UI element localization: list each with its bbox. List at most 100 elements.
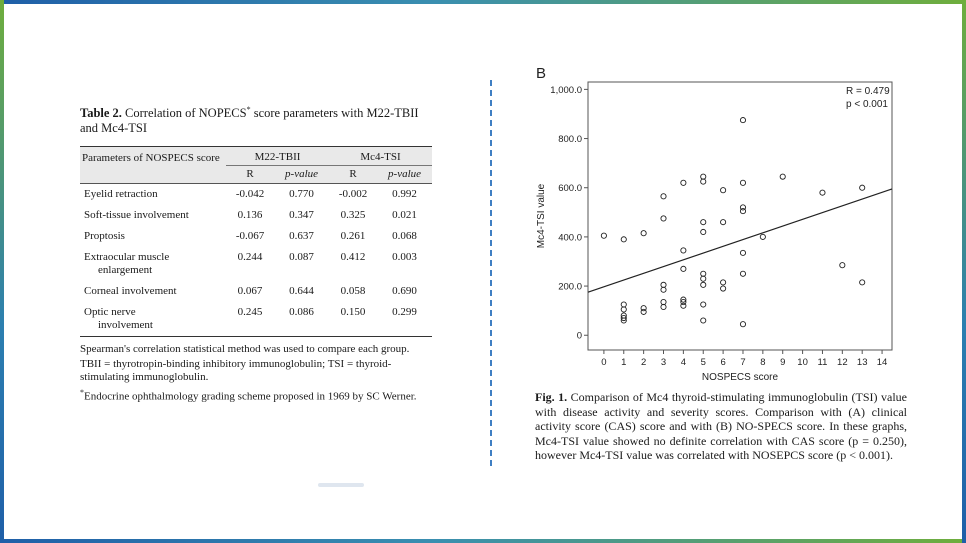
row-param: Proptosis [80, 226, 226, 247]
row-param: Optic nerve involvement [80, 302, 226, 337]
footnote-mark: * [80, 387, 84, 397]
frame-right-border [962, 0, 966, 543]
scatter-point [700, 178, 707, 185]
scatter-point [700, 228, 707, 236]
scatter-point [660, 286, 667, 293]
scatter-point [759, 233, 766, 240]
y-axis: 0 200.0 400.0 600.0 800.0 1,000.0 [550, 85, 588, 342]
table-row: Extraocular muscle enlargement 0.244 0.08… [80, 247, 432, 281]
table-row: Proptosis -0.067 0.637 0.261 0.068 [80, 226, 432, 247]
scatter-point [680, 247, 687, 254]
scatter-point [700, 270, 707, 277]
note-line: TBII = thyrotropin-binding inhibitory im… [80, 357, 392, 384]
cell-p: 0.087 [289, 251, 314, 264]
cell-r: -0.067 [235, 230, 265, 243]
x-tick-label: 13 [857, 357, 868, 368]
scatter-point [779, 173, 786, 180]
x-tick-label: 2 [641, 357, 646, 368]
scatter-point [660, 281, 667, 288]
scatter-point [720, 219, 727, 226]
scatter-point [700, 275, 707, 282]
y-tick-label: 200.0 [558, 282, 582, 293]
scatter-point [660, 215, 667, 222]
scatter-point [700, 317, 707, 324]
plot-frame [587, 81, 893, 351]
param-line-2: enlargement [98, 264, 153, 277]
scatter-point [739, 321, 747, 328]
scatter-point [640, 230, 647, 237]
param-line-2: involvement [98, 319, 153, 332]
row-param: Eyelid retraction [80, 184, 226, 206]
cell-p: 0.021 [392, 209, 417, 222]
cell-p: 0.347 [289, 209, 314, 222]
x-tick-label: 1 [621, 357, 626, 368]
x-tick-label: 3 [661, 357, 666, 368]
scatter-point [640, 305, 647, 312]
scatter-point [739, 249, 747, 256]
scatter-point [680, 296, 687, 303]
scatter-point [739, 117, 747, 124]
scatter-point [720, 279, 727, 286]
annotation-r: R = 0.479 [846, 86, 890, 97]
scatter-point [660, 303, 667, 311]
scatter-point [700, 173, 707, 180]
scatter-point [700, 301, 707, 308]
annotation-p: p < 0.001 [846, 99, 888, 110]
footnote: *Endocrine ophthalmology grading scheme … [80, 386, 432, 404]
scatter-point [620, 236, 627, 243]
table-row: Optic nerve involvement 0.245 0.086 0.150… [80, 302, 432, 337]
cell-r: 0.058 [340, 285, 366, 298]
scatter-point [819, 189, 826, 196]
scatter-point [700, 219, 707, 226]
table-title-text: Correlation of NOPECS [125, 106, 247, 121]
cell-r: 0.245 [237, 306, 263, 319]
cell-r: -0.042 [235, 188, 265, 201]
x-tick-label: 14 [877, 357, 888, 368]
row-param: Extraocular muscle enlargement [80, 247, 226, 281]
param-header: Parameters of NOSPECS score [80, 146, 226, 184]
scatter-point [739, 179, 747, 186]
scatter-point [600, 232, 607, 239]
row-param: Corneal involvement [80, 281, 226, 302]
cell-p: 0.690 [392, 285, 417, 298]
scatter-point [660, 299, 667, 306]
scatter-point [739, 208, 747, 215]
cell-r: 0.136 [237, 209, 263, 222]
data-points [600, 117, 866, 328]
scatter-point [859, 184, 866, 191]
x-tick-label: 5 [701, 357, 706, 368]
scatter-point [720, 285, 727, 292]
scatter-point [620, 317, 627, 324]
dashed-divider [490, 80, 492, 466]
scatter-point [620, 301, 627, 308]
figure-caption: Fig. 1. Comparison of Mc4 thyroid-stimul… [535, 390, 907, 463]
x-tick-label: 11 [818, 357, 828, 368]
y-axis-label: Mc4-TSI value [536, 183, 547, 248]
param-line: Corneal involvement [84, 285, 177, 298]
subheader-p-value: p-value [377, 165, 432, 184]
x-tick-label: 6 [720, 357, 725, 368]
subheader-r: R [328, 165, 378, 184]
panel-label: B [536, 65, 546, 82]
scatter-point [739, 204, 747, 211]
cell-p: 0.992 [392, 188, 417, 201]
cell-r: 0.261 [340, 230, 366, 243]
table-title: Table 2. Correlation of NOPECS* score pa… [80, 102, 432, 136]
cell-r: -0.002 [338, 188, 368, 201]
scatter-point [680, 179, 687, 186]
cell-r: 0.150 [340, 306, 366, 319]
scatter-point [620, 314, 627, 322]
x-tick-label: 9 [780, 357, 785, 368]
y-tick-label: 800.0 [558, 134, 582, 145]
table-row: Eyelid retraction -0.042 0.770 -0.002 0.… [80, 184, 432, 206]
correlation-table: Parameters of NOSPECS score M22-TBII Mc4… [80, 146, 432, 337]
param-line: Eyelid retraction [84, 188, 158, 201]
x-tick-label: 4 [681, 357, 686, 368]
scatter-point [640, 308, 647, 315]
table-label: Table 2. [80, 106, 122, 121]
faint-mark [318, 483, 364, 487]
y-tick-label: 1,000.0 [550, 85, 582, 96]
x-tick-label: 12 [837, 357, 848, 368]
y-tick-label: 0 [577, 331, 582, 342]
cell-p: 0.644 [289, 285, 314, 298]
